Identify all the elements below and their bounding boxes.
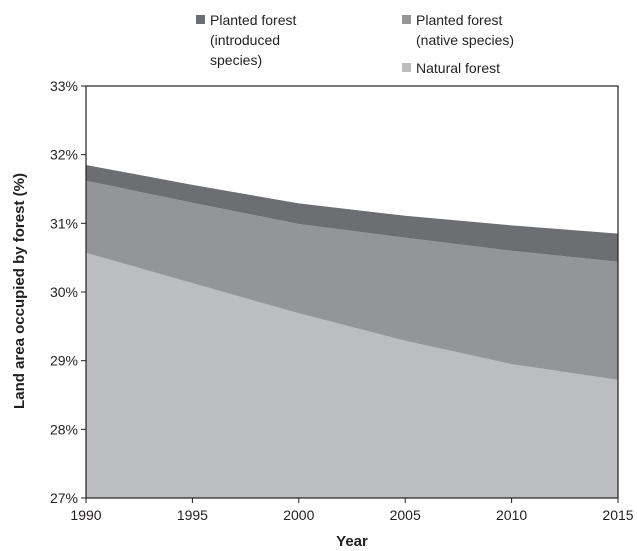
y-tick-label: 30% xyxy=(50,284,78,300)
legend-label: Planted forest xyxy=(210,12,296,28)
legend: Planted forest(introducedspecies)Planted… xyxy=(196,12,514,76)
area-natural-forest xyxy=(86,252,618,498)
legend-swatch xyxy=(196,15,205,24)
legend-label: species) xyxy=(210,52,262,68)
y-tick-label: 28% xyxy=(50,421,78,437)
x-tick-label: 1995 xyxy=(177,507,208,523)
y-tick-label: 32% xyxy=(50,147,78,163)
x-tick-label: 2005 xyxy=(390,507,421,523)
legend-swatch xyxy=(402,15,411,24)
x-tick-label: 2015 xyxy=(602,507,633,523)
area-planted-forest-native-species xyxy=(86,180,618,380)
x-tick-label: 2000 xyxy=(283,507,314,523)
x-axis-title: Year xyxy=(336,533,368,550)
y-tick-label: 29% xyxy=(50,353,78,369)
legend-label: Natural forest xyxy=(416,60,500,76)
y-tick-label: 31% xyxy=(50,215,78,231)
legend-item-natural-forest: Natural forest xyxy=(402,60,500,76)
legend-label: Planted forest xyxy=(416,12,502,28)
legend-item-planted-forest-native-species: Planted forest (native species) xyxy=(402,12,514,48)
y-axis-ticks: 27% 28% 29% 30% 31% 32% 33% xyxy=(50,78,86,506)
y-tick-label: 27% xyxy=(50,490,78,506)
area-planted-forest-introduced-species xyxy=(86,164,618,262)
area-series-group xyxy=(86,164,618,498)
x-tick-label: 2010 xyxy=(496,507,527,523)
x-axis-ticks: 1990 1995 2000 2005 2010 2015 xyxy=(70,498,634,523)
legend-label: (native species) xyxy=(416,32,514,48)
y-tick-label: 33% xyxy=(50,78,78,94)
legend-label: (introduced xyxy=(210,32,280,48)
x-tick-label: 1990 xyxy=(70,507,101,523)
legend-swatch xyxy=(402,63,411,72)
legend-item-planted-forest-introduced-species: Planted forest (introduced species) xyxy=(196,12,296,68)
y-axis-title: Land area occupied by forest (%) xyxy=(11,173,28,409)
